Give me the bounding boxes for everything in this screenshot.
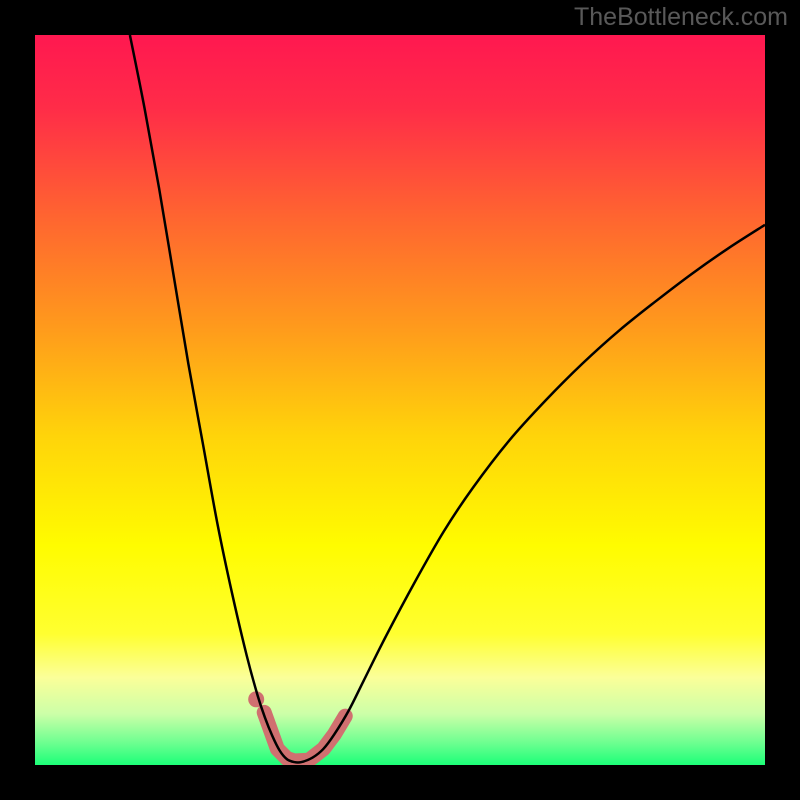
chart-plot-area: [35, 35, 765, 765]
chart-background: [35, 35, 765, 765]
bottleneck-curve-chart: [35, 35, 765, 765]
watermark-text: TheBottleneck.com: [574, 3, 788, 32]
